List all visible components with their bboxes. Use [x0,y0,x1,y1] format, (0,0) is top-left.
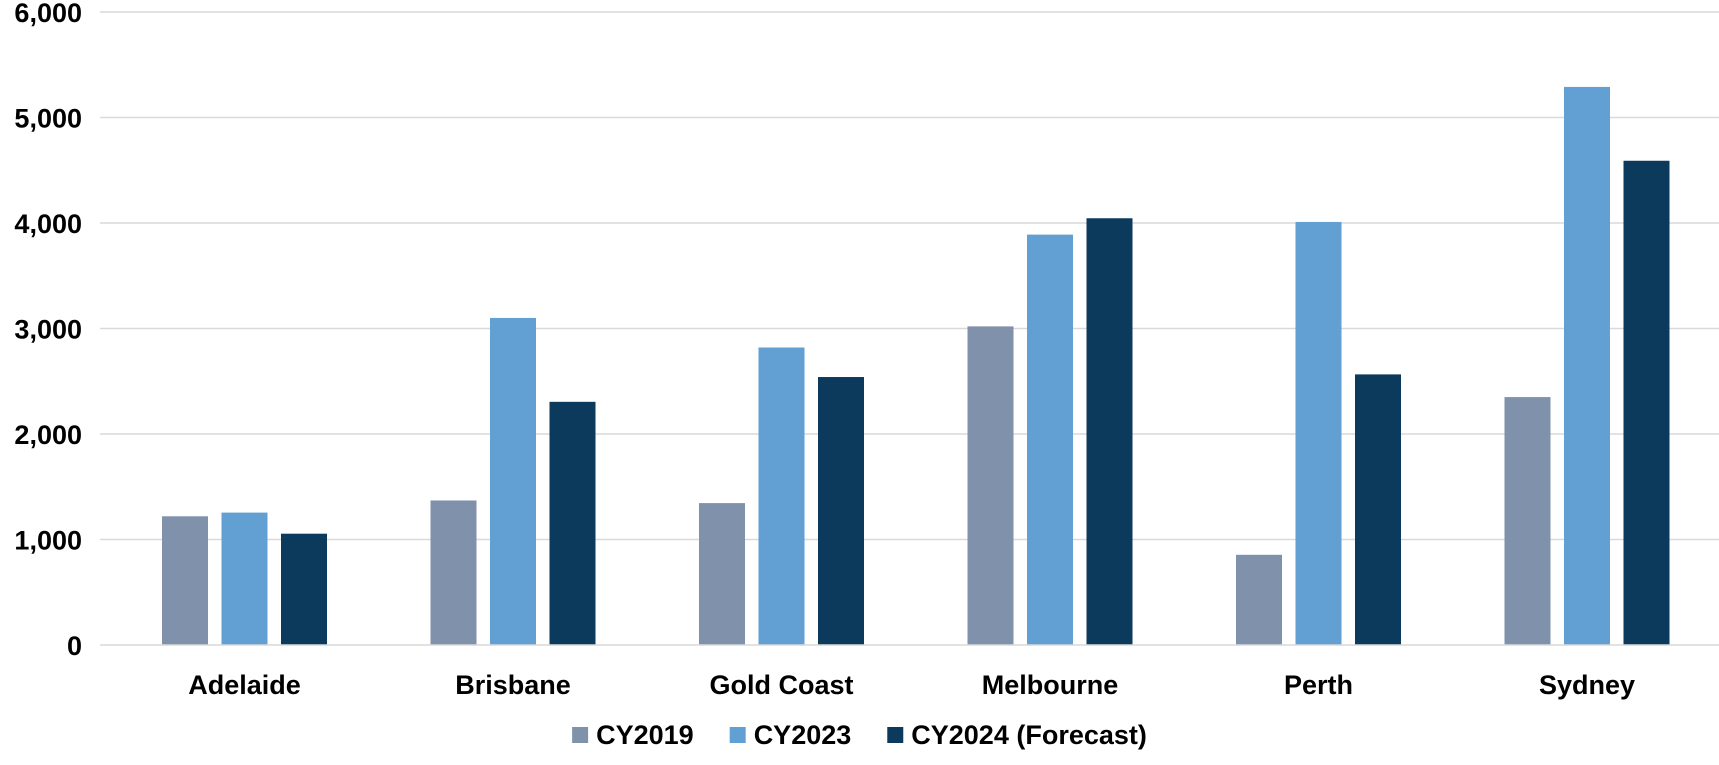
x-tick-label: Melbourne [982,670,1119,700]
x-tick-label: Adelaide [188,670,301,700]
bar-perth-cy2023 [1295,221,1342,645]
legend-item: CY2019 [572,720,694,750]
bar-melbourne-cy2023 [1027,234,1073,646]
legend-swatch [887,727,904,743]
x-axis-ticks: Adelaide Brisbane Gold Coast Melbourne Perth… [188,670,1635,700]
y-tick-label: 6,000 [14,0,82,28]
bar-perth-cy2019 [1236,554,1282,645]
legend-label: CY2023 [754,720,852,750]
bar-brisbane-cy2019 [430,500,477,645]
legend-label: CY2024 (Forecast) [911,720,1147,750]
legend-item: CY2023 [729,720,852,750]
legend-swatch [729,727,746,743]
bar-sydney-cy2023 [1564,86,1610,645]
bar-gold-coast-cy2024-forecast [818,377,864,645]
y-axis-ticks: 0 1,000 2,000 3,000 4,000 5,000 6,000 [14,0,82,661]
bar-adelaide-cy2023 [221,512,268,645]
x-tick-label: Perth [1284,670,1353,700]
bar-sydney-cy2019 [1504,397,1551,645]
bar-perth-cy2024-forecast [1355,374,1401,645]
legend-swatch [572,727,589,743]
bar-adelaide-cy2024-forecast [281,533,327,645]
bar-brisbane-cy2024-forecast [549,401,596,645]
y-tick-label: 3,000 [14,315,82,345]
bars [162,86,1670,646]
bar-melbourne-cy2019 [967,326,1014,645]
y-tick-label: 4,000 [14,209,82,239]
y-tick-label: 5,000 [14,104,82,134]
legend: CY2019 CY2023 CY2024 (Forecast) [572,720,1147,750]
bar-brisbane-cy2023 [490,317,536,645]
bar-adelaide-cy2019 [162,516,208,645]
legend-item: CY2024 (Forecast) [887,720,1147,750]
x-tick-label: Sydney [1539,670,1635,700]
y-tick-label: 2,000 [14,420,82,450]
x-tick-label: Brisbane [455,670,571,700]
x-tick-label: Gold Coast [709,670,853,700]
bar-sydney-cy2024-forecast [1623,160,1670,645]
bar-gold-coast-cy2023 [758,347,805,645]
y-tick-label: 1,000 [14,526,82,556]
bar-gold-coast-cy2019 [699,503,745,645]
y-tick-label: 0 [67,631,82,661]
legend-label: CY2019 [596,720,694,750]
bar-melbourne-cy2024-forecast [1086,218,1133,645]
gridlines [100,11,1719,541]
